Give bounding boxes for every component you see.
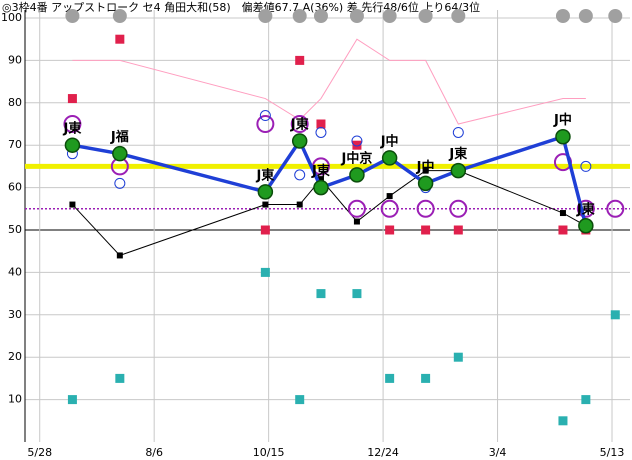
y-tick-label: 10 [8, 393, 22, 406]
point [256, 115, 275, 133]
point [610, 310, 620, 320]
point [385, 225, 395, 235]
y-tick-label: 40 [8, 265, 22, 278]
point [313, 179, 329, 196]
y-tick-label: 90 [8, 53, 22, 66]
point-label: J中 [553, 112, 572, 128]
point [262, 201, 269, 208]
point [452, 126, 464, 138]
point [352, 140, 362, 150]
point [347, 199, 366, 218]
point [296, 201, 303, 208]
point [260, 225, 270, 235]
y-tick-label: 70 [8, 138, 22, 151]
point [295, 395, 305, 405]
point [114, 177, 126, 189]
point [386, 193, 393, 200]
point [449, 199, 468, 218]
y-tick-label: 80 [8, 96, 22, 109]
y-tick-label: 100 [1, 11, 22, 24]
point [115, 373, 125, 383]
point-label: J東 [290, 116, 309, 132]
point [558, 225, 568, 235]
point-label: J中 [380, 133, 399, 149]
point [417, 175, 434, 192]
point [63, 115, 82, 133]
y-tick-label: 60 [8, 181, 22, 194]
point [453, 352, 463, 362]
race-marker [451, 9, 466, 23]
point-label: J東 [62, 121, 81, 137]
point [581, 395, 591, 405]
point [294, 169, 306, 181]
point-label: J東 [311, 163, 330, 179]
point [421, 225, 431, 235]
race-marker [349, 9, 364, 23]
point-label: J福 [110, 129, 129, 145]
race-marker [578, 9, 593, 23]
x-tick-label: 8/6 [145, 446, 163, 459]
point [606, 199, 625, 218]
point [353, 218, 360, 225]
x-tick-label: 3/4 [489, 446, 507, 459]
point [64, 137, 81, 153]
x-tick-label: 5/28 [27, 446, 52, 459]
point [555, 128, 571, 145]
point [315, 126, 327, 138]
point [349, 167, 365, 183]
point-label: J東 [576, 201, 595, 217]
y-tick-label: 30 [8, 308, 22, 321]
point [578, 218, 594, 234]
point [558, 416, 568, 426]
x-tick-label: 5/13 [600, 446, 625, 459]
point [295, 55, 305, 65]
point [257, 184, 274, 200]
x-tick-label: 10/15 [253, 446, 285, 459]
x-tick-label: 12/24 [367, 446, 399, 459]
point [317, 176, 324, 183]
point [450, 162, 467, 179]
race-marker [555, 9, 570, 23]
point [559, 210, 566, 217]
point-label: J東 [255, 167, 274, 183]
point [67, 395, 77, 405]
race-marker [292, 9, 307, 23]
point [580, 160, 592, 172]
point [316, 289, 326, 299]
point-label: J中 [416, 159, 435, 175]
race-marker [313, 9, 328, 23]
point-label: J東 [448, 146, 467, 162]
race-marker [418, 9, 433, 23]
point [112, 145, 128, 162]
point-label: J中京 [341, 150, 373, 166]
point [67, 94, 77, 104]
point [422, 167, 429, 174]
point [352, 289, 362, 299]
race-marker [382, 9, 397, 23]
race-marker [65, 9, 80, 23]
line [72, 38, 586, 125]
point [351, 135, 363, 147]
point [380, 199, 399, 218]
point [69, 201, 76, 208]
race-marker [608, 9, 623, 23]
point [576, 199, 595, 218]
race-marker [112, 9, 127, 23]
point [421, 373, 431, 383]
point [385, 373, 395, 383]
race-marker [258, 9, 273, 23]
point [260, 267, 270, 277]
point [416, 199, 435, 218]
point [453, 225, 463, 235]
point [116, 252, 123, 259]
point [381, 150, 398, 166]
point [290, 115, 309, 133]
point [259, 110, 271, 122]
y-tick-label: 20 [8, 350, 22, 363]
point [291, 133, 308, 149]
y-tick-label: 50 [8, 223, 22, 236]
point [316, 119, 326, 129]
point [115, 34, 125, 44]
